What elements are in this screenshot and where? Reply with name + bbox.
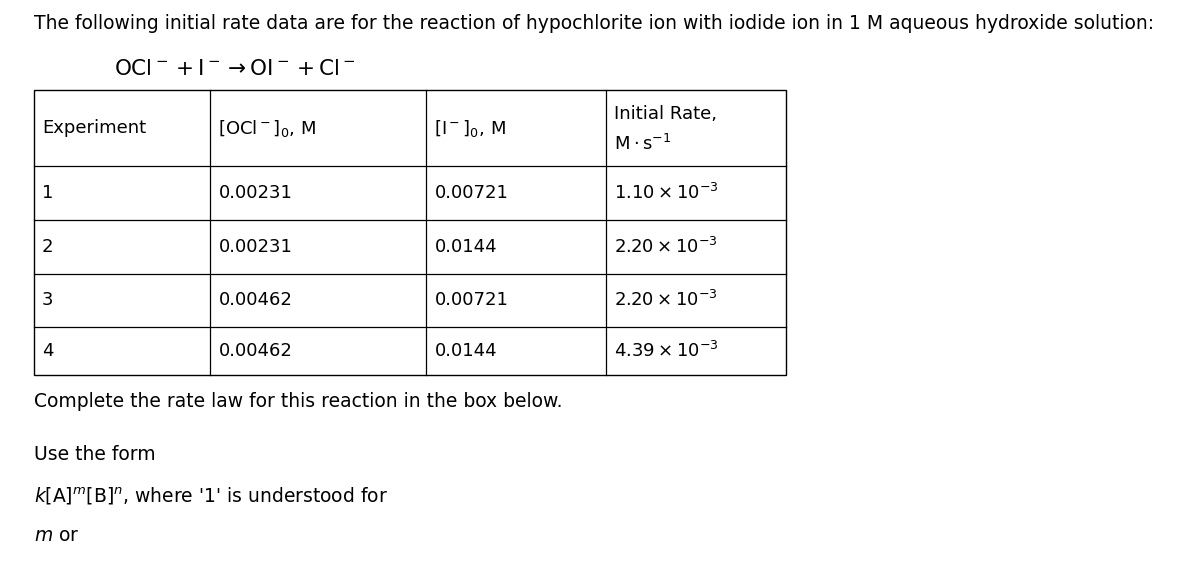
Bar: [34, 90, 786, 375]
Text: 0.00462: 0.00462: [218, 292, 293, 309]
Text: 0.00721: 0.00721: [434, 184, 509, 202]
Text: Experiment: Experiment: [42, 120, 146, 137]
Text: 2: 2: [42, 238, 54, 255]
Text: 0.00231: 0.00231: [218, 238, 293, 255]
Text: 0.0144: 0.0144: [434, 238, 497, 255]
Text: 3: 3: [42, 292, 54, 309]
Text: 0.0144: 0.0144: [434, 342, 497, 360]
Text: $2.20 \times 10^{-3}$: $2.20 \times 10^{-3}$: [614, 237, 718, 257]
Text: $1.10 \times 10^{-3}$: $1.10 \times 10^{-3}$: [614, 183, 719, 203]
Text: Initial Rate,: Initial Rate,: [614, 105, 718, 123]
Text: $m$ or: $m$ or: [34, 526, 79, 545]
Text: The following initial rate data are for the reaction of hypochlorite ion with io: The following initial rate data are for …: [34, 14, 1153, 33]
Text: Use the form: Use the form: [34, 445, 155, 464]
Text: $[\mathrm{I}^-]_{\mathrm{0}}$$\mathregular{,\,M}$: $[\mathrm{I}^-]_{\mathrm{0}}$$\mathregul…: [434, 118, 506, 139]
Text: 0.00721: 0.00721: [434, 292, 509, 309]
Text: $4.39 \times 10^{-3}$: $4.39 \times 10^{-3}$: [614, 341, 719, 361]
Text: 0.00231: 0.00231: [218, 184, 293, 202]
Text: $2.20 \times 10^{-3}$: $2.20 \times 10^{-3}$: [614, 290, 718, 310]
Text: $\mathrm{M \cdot s^{-1}}$: $\mathrm{M \cdot s^{-1}}$: [614, 134, 672, 154]
Text: Complete the rate law for this reaction in the box below.: Complete the rate law for this reaction …: [34, 392, 562, 411]
Text: $[\mathrm{OCl}^-]_{\mathrm{0}}$$\mathregular{,\,M}$: $[\mathrm{OCl}^-]_{\mathrm{0}}$$\mathreg…: [218, 118, 317, 139]
Text: 4: 4: [42, 342, 54, 360]
Text: $k$[A]$^m$[B]$^n$, where '1' is understood for: $k$[A]$^m$[B]$^n$, where '1' is understo…: [34, 486, 388, 507]
Text: 0.00462: 0.00462: [218, 342, 293, 360]
Text: $\mathrm{OCl^-+I^-\rightarrow OI^-+Cl^-}$: $\mathrm{OCl^-+I^-\rightarrow OI^-+Cl^-}…: [114, 59, 355, 79]
Text: 1: 1: [42, 184, 53, 202]
